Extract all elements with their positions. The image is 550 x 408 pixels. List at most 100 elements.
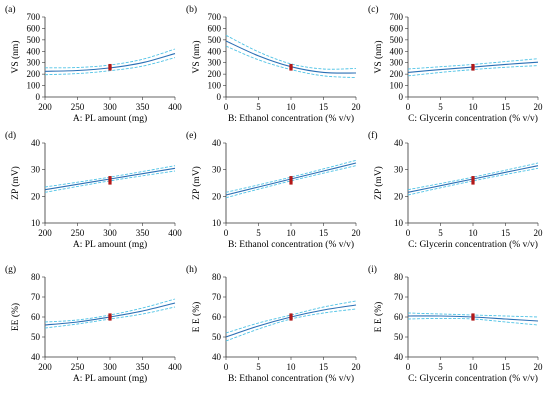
y-tick-label: 60 xyxy=(212,312,222,322)
design-point xyxy=(471,317,475,321)
x-axis-label: C: Glycerin concentration (% v/v) xyxy=(408,373,538,384)
design-point xyxy=(108,317,112,321)
x-tick-label: 15 xyxy=(501,102,511,112)
x-tick-label: 0 xyxy=(406,228,411,238)
x-axis-label: A: PL amount (mg) xyxy=(73,239,147,250)
design-point xyxy=(108,67,112,71)
panel-h: (h) 40 50 60 70 80 0 5 10 15 20B: Ethanol concentr… xyxy=(186,264,361,384)
x-tick-label: 20 xyxy=(352,228,362,238)
y-tick-label: 60 xyxy=(394,312,404,322)
ci-lower-line xyxy=(44,57,176,76)
x-tick-label: 5 xyxy=(438,362,443,372)
y-tick-label: 40 xyxy=(31,352,41,362)
y-tick-label: 30 xyxy=(394,165,404,175)
panel-letter: (d) xyxy=(5,130,16,141)
y-tick-label: 10 xyxy=(31,218,41,228)
y-tick-label: 100 xyxy=(390,81,404,91)
ci-lower-line xyxy=(44,170,176,193)
y-tick-label: 700 xyxy=(208,12,222,22)
panel-letter: (b) xyxy=(186,4,197,15)
y-tick-label: 0 xyxy=(36,92,41,102)
ci-lower-line xyxy=(225,165,357,199)
y-tick-label: 200 xyxy=(208,69,222,79)
y-tick-label: 30 xyxy=(31,165,41,175)
x-axis-label: B: Ethanol concentration (% v/v) xyxy=(228,113,354,124)
y-tick-label: 10 xyxy=(212,218,222,228)
design-point xyxy=(471,178,475,182)
y-tick-label: 700 xyxy=(27,12,41,22)
y-tick-label: 20 xyxy=(212,191,222,201)
panel-letter: (i) xyxy=(368,264,377,275)
x-tick-label: 400 xyxy=(168,102,182,112)
x-tick-label: 350 xyxy=(136,102,150,112)
y-tick-label: 30 xyxy=(212,165,222,175)
panel-i: (i) 40 50 60 70 80 0 5 10 15 20C: Glycerin concent… xyxy=(368,264,543,384)
fit-line xyxy=(225,304,357,338)
y-tick-label: 80 xyxy=(212,272,222,282)
design-point xyxy=(108,313,112,317)
y-tick-label: 10 xyxy=(394,218,404,228)
x-axis-label: C: Glycerin concentration (% v/v) xyxy=(408,239,538,250)
x-tick-label: 350 xyxy=(136,228,150,238)
x-tick-label: 10 xyxy=(287,362,297,372)
design-point xyxy=(471,63,475,68)
design-point xyxy=(108,65,112,69)
y-tick-label: 400 xyxy=(208,46,222,56)
x-tick-label: 10 xyxy=(287,102,297,112)
panel-letter: (f) xyxy=(368,130,378,141)
x-tick-label: 250 xyxy=(71,102,85,112)
y-tick-label: 200 xyxy=(390,69,404,79)
design-point xyxy=(289,313,293,317)
ci-upper-line xyxy=(225,300,357,334)
y-axis-label: ZP (mV) xyxy=(10,166,21,200)
x-tick-label: 5 xyxy=(256,228,261,238)
x-tick-label: 0 xyxy=(406,362,411,372)
y-tick-label: 300 xyxy=(390,58,404,68)
y-tick-label: 40 xyxy=(212,138,222,148)
y-tick-label: 100 xyxy=(208,81,222,91)
x-tick-label: 300 xyxy=(103,228,117,238)
x-tick-label: 5 xyxy=(438,102,443,112)
x-tick-label: 20 xyxy=(534,362,544,372)
x-tick-label: 300 xyxy=(103,102,117,112)
x-tick-label: 350 xyxy=(136,362,150,372)
design-point xyxy=(289,315,293,319)
y-tick-label: 400 xyxy=(27,46,41,56)
y-tick-label: 40 xyxy=(394,352,404,362)
design-point xyxy=(289,65,293,69)
y-tick-label: 50 xyxy=(212,332,222,342)
y-axis-label: VS (nm) xyxy=(10,41,21,74)
y-tick-label: 40 xyxy=(394,138,404,148)
y-tick-label: 500 xyxy=(390,35,404,45)
x-tick-label: 200 xyxy=(38,102,52,112)
y-axis-label: EE (%) xyxy=(10,303,21,331)
design-point xyxy=(471,67,475,71)
x-axis-label: A: PL amount (mg) xyxy=(73,113,147,124)
y-axis-label: VS (nm) xyxy=(373,41,384,74)
y-tick-label: 40 xyxy=(31,138,41,148)
y-tick-label: 500 xyxy=(208,35,222,45)
y-axis-label: E E (%) xyxy=(191,302,202,333)
y-tick-label: 0 xyxy=(217,92,222,102)
design-point xyxy=(108,315,112,319)
x-axis-label: C: Glycerin concentration (% v/v) xyxy=(408,113,538,124)
y-tick-label: 0 xyxy=(399,92,404,102)
x-tick-label: 0 xyxy=(224,102,229,112)
x-tick-label: 400 xyxy=(168,228,182,238)
y-tick-label: 400 xyxy=(390,46,404,56)
design-point xyxy=(108,63,112,68)
y-tick-label: 80 xyxy=(31,272,41,282)
x-tick-label: 200 xyxy=(38,362,52,372)
y-tick-label: 50 xyxy=(394,332,404,342)
y-axis-label: ZP (mV) xyxy=(373,166,384,200)
panel-letter: (g) xyxy=(5,264,16,275)
y-tick-label: 700 xyxy=(390,12,404,22)
y-tick-label: 20 xyxy=(31,191,41,201)
y-tick-label: 60 xyxy=(31,312,41,322)
design-point xyxy=(471,65,475,69)
panel-g: (g) 40 50 60 70 80 200 250 300 350 400 A: PL amount… xyxy=(5,264,182,384)
